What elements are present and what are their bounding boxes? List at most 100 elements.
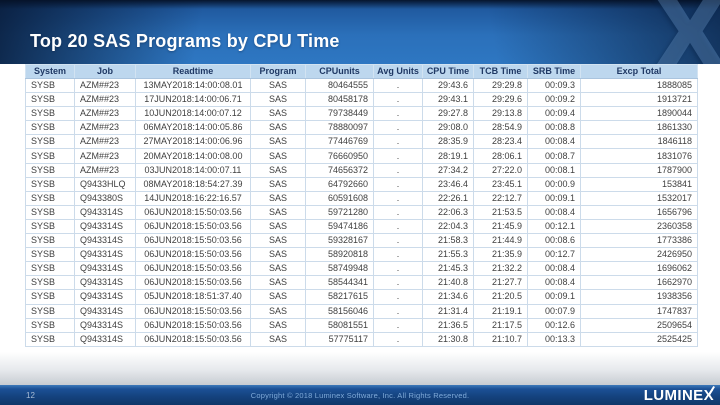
cell-avg-units: . <box>373 106 423 122</box>
cell-cpu-time: 29:43.6 <box>422 77 474 94</box>
cell-readtime: 06JUN2018:15:50:03.56 <box>135 204 251 220</box>
cell-program: SAS <box>250 247 306 263</box>
cell-program: SAS <box>250 162 306 178</box>
cell-srb-time: 00:12.1 <box>527 218 581 235</box>
cell-avg-units: . <box>373 275 423 291</box>
cell-srb-time: 00:09.4 <box>527 106 581 122</box>
cell-job: Q943314S <box>74 233 136 249</box>
cell-avg-units: . <box>373 134 423 150</box>
cell-cpuunits: 58081551 <box>305 317 374 333</box>
cell-program: SAS <box>250 148 306 164</box>
cell-cpu-time: 22:26.1 <box>422 190 474 206</box>
cell-readtime: 08MAY2018:18:54:27.39 <box>135 176 251 192</box>
cell-job: Q9433HLQ <box>74 176 136 192</box>
cell-srb-time: 00:08.1 <box>527 162 581 178</box>
cell-cpu-time: 21:40.8 <box>422 275 474 291</box>
cell-program: SAS <box>250 176 306 192</box>
cell-readtime: 05JUN2018:18:51:37.40 <box>135 289 251 305</box>
table-row: SYSB AZM##23 13MAY2018:14:00:08.01 SAS 80464… <box>25 77 698 94</box>
cell-tcb-time: 21:35.9 <box>473 247 528 263</box>
cell-cpuunits: 80464555 <box>305 77 374 94</box>
cell-avg-units: . <box>373 176 423 192</box>
cell-srb-time: 00:08.6 <box>527 233 581 249</box>
cell-srb-time: 00:08.4 <box>527 204 581 220</box>
cell-srb-time: 00:12.6 <box>527 317 581 333</box>
cell-job: Q943380S <box>74 190 136 206</box>
cell-job: AZM##23 <box>74 134 136 150</box>
cell-system: SYSB <box>25 218 75 235</box>
table-row: SYSB AZM##23 17JUN2018:14:00:06.71 SAS 80458… <box>25 92 698 108</box>
cell-cpuunits: 58749948 <box>305 261 374 277</box>
table-header-row: System Job Readtime Program CPUunits Avg Unit… <box>25 64 698 79</box>
cell-cpu-time: 21:45.3 <box>422 261 474 277</box>
cell-tcb-time: 29:29.8 <box>473 77 528 94</box>
cell-cpuunits: 64792660 <box>305 176 374 192</box>
cell-system: SYSB <box>25 190 75 206</box>
cell-system: SYSB <box>25 303 75 319</box>
cell-readtime: 17JUN2018:14:00:06.71 <box>135 92 251 108</box>
cell-job: AZM##23 <box>74 106 136 122</box>
cell-cpu-time: 21:55.3 <box>422 247 474 263</box>
column-header-program: Program <box>250 64 306 79</box>
cell-job: Q943314S <box>74 218 136 235</box>
cell-tcb-time: 29:13.8 <box>473 106 528 122</box>
cell-tcb-time: 27:22.0 <box>473 162 528 178</box>
cell-cpuunits: 77446769 <box>305 134 374 150</box>
cell-system: SYSB <box>25 92 75 108</box>
x-watermark-icon: X <box>646 0 720 64</box>
cell-cpu-time: 21:31.4 <box>422 303 474 319</box>
cell-tcb-time: 28:23.4 <box>473 134 528 150</box>
cell-excp-total: 1773386 <box>580 233 698 249</box>
cell-avg-units: . <box>373 92 423 108</box>
cell-program: SAS <box>250 233 306 249</box>
cell-program: SAS <box>250 106 306 122</box>
cell-system: SYSB <box>25 162 75 178</box>
cell-excp-total: 1747837 <box>580 303 698 319</box>
cell-srb-time: 00:12.7 <box>527 247 581 263</box>
cell-system: SYSB <box>25 77 75 94</box>
cell-readtime: 13MAY2018:14:00:08.01 <box>135 77 251 94</box>
column-header-job: Job <box>74 64 136 79</box>
cell-program: SAS <box>250 317 306 333</box>
cell-cpuunits: 59721280 <box>305 204 374 220</box>
cell-readtime: 27MAY2018:14:00:06.96 <box>135 134 251 150</box>
cell-avg-units: . <box>373 289 423 305</box>
cell-readtime: 06JUN2018:15:50:03.56 <box>135 233 251 249</box>
cell-cpuunits: 59474186 <box>305 218 374 235</box>
cell-readtime: 20MAY2018:14:00:08.00 <box>135 148 251 164</box>
cell-readtime: 03JUN2018:14:00:07.11 <box>135 162 251 178</box>
cell-system: SYSB <box>25 261 75 277</box>
cell-tcb-time: 21:44.9 <box>473 233 528 249</box>
cell-tcb-time: 21:27.7 <box>473 275 528 291</box>
cell-srb-time: 00:13.3 <box>527 331 581 347</box>
cell-excp-total: 1861330 <box>580 120 698 136</box>
cell-system: SYSB <box>25 233 75 249</box>
cell-system: SYSB <box>25 176 75 192</box>
cell-excp-total: 1938356 <box>580 289 698 305</box>
cell-excp-total: 1846118 <box>580 134 698 150</box>
column-header-readtime: Readtime <box>135 64 251 79</box>
cell-system: SYSB <box>25 106 75 122</box>
cell-avg-units: . <box>373 261 423 277</box>
cell-srb-time: 00:09.2 <box>527 92 581 108</box>
table-row: SYSB Q943314S 05JUN2018:18:51:37.40 SAS 5821… <box>25 289 698 305</box>
table-row: SYSB Q943314S 06JUN2018:15:50:03.56 SAS 5874… <box>25 261 698 277</box>
cell-job: Q943314S <box>74 289 136 305</box>
cell-tcb-time: 21:45.9 <box>473 218 528 235</box>
cell-avg-units: . <box>373 204 423 220</box>
cell-readtime: 06JUN2018:15:50:03.56 <box>135 275 251 291</box>
cell-system: SYSB <box>25 275 75 291</box>
cell-program: SAS <box>250 275 306 291</box>
cell-cpuunits: 60591608 <box>305 190 374 206</box>
cell-tcb-time: 21:20.5 <box>473 289 528 305</box>
cell-job: Q943314S <box>74 204 136 220</box>
cell-cpuunits: 59328167 <box>305 233 374 249</box>
cell-system: SYSB <box>25 148 75 164</box>
cell-program: SAS <box>250 190 306 206</box>
cell-excp-total: 2426950 <box>580 247 698 263</box>
column-header-system: System <box>25 64 75 79</box>
column-header-cpu-time: CPU Time <box>422 64 474 79</box>
cell-avg-units: . <box>373 218 423 235</box>
cell-srb-time: 00:08.7 <box>527 148 581 164</box>
cell-cpu-time: 22:04.3 <box>422 218 474 235</box>
